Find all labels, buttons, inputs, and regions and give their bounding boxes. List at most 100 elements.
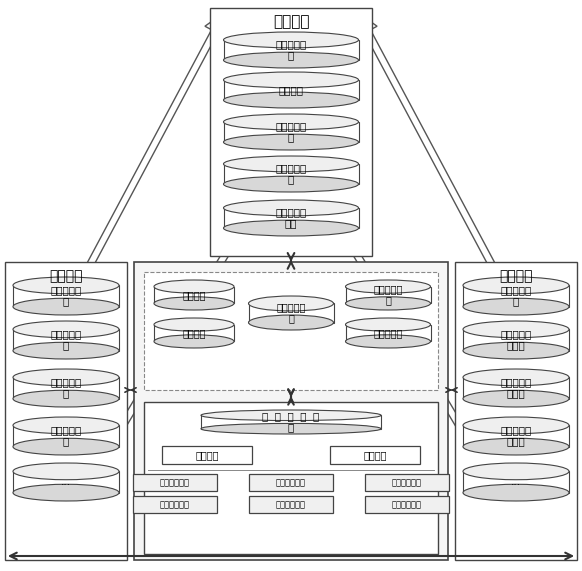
Ellipse shape <box>249 315 333 330</box>
Ellipse shape <box>463 369 569 386</box>
Ellipse shape <box>154 297 234 310</box>
Polygon shape <box>60 253 228 530</box>
Text: 线损管理: 线损管理 <box>182 328 206 338</box>
Polygon shape <box>354 253 522 530</box>
Ellipse shape <box>223 32 359 48</box>
Text: 继电保护管
理: 继电保护管 理 <box>275 164 307 184</box>
Text: 故障报修抢
修管理: 故障报修抢 修管理 <box>501 425 531 447</box>
Text: 电网基础档
案管理: 电网基础档 案管理 <box>501 329 531 351</box>
Ellipse shape <box>13 463 119 480</box>
Ellipse shape <box>201 424 381 434</box>
Text: 设备台账管
理: 设备台账管 理 <box>51 425 81 447</box>
Text: ...: ... <box>511 477 521 487</box>
Text: 设备管理: 设备管理 <box>279 85 303 95</box>
Ellipse shape <box>13 417 119 434</box>
Text: 用户用电信息: 用户用电信息 <box>160 500 190 509</box>
Text: 用户电量信
息管理: 用户电量信 息管理 <box>501 377 531 399</box>
Bar <box>13 286 119 307</box>
Ellipse shape <box>463 417 569 434</box>
Text: 统一模型: 统一模型 <box>363 450 387 460</box>
Bar <box>13 471 119 493</box>
Text: 配网模型信息: 配网模型信息 <box>276 478 306 487</box>
Ellipse shape <box>463 484 569 501</box>
Polygon shape <box>87 12 225 267</box>
Ellipse shape <box>223 52 359 68</box>
Ellipse shape <box>13 439 119 455</box>
Bar <box>223 122 359 142</box>
Bar <box>13 377 119 399</box>
Ellipse shape <box>463 439 569 455</box>
Text: 配网运行信息: 配网运行信息 <box>160 478 190 487</box>
Ellipse shape <box>223 72 359 88</box>
Text: 线路运行监
测: 线路运行监 测 <box>373 284 403 305</box>
Ellipse shape <box>13 484 119 501</box>
Ellipse shape <box>346 280 431 293</box>
Bar <box>133 496 217 513</box>
Ellipse shape <box>249 296 333 311</box>
Ellipse shape <box>154 280 234 293</box>
Bar <box>463 377 569 399</box>
Bar <box>13 425 119 447</box>
Text: 电网运行信
息: 电网运行信 息 <box>275 122 307 142</box>
Ellipse shape <box>223 156 359 172</box>
Text: 电网资源管
理: 电网资源管 理 <box>51 329 81 351</box>
Text: 基础信息管
理: 基础信息管 理 <box>51 286 81 307</box>
Text: 精益调度: 精益调度 <box>182 290 206 300</box>
Text: 数据校验: 数据校验 <box>195 450 219 460</box>
Bar <box>144 272 438 390</box>
Ellipse shape <box>346 335 431 348</box>
Text: 统  一  访  问  接
口: 统 一 访 问 接 口 <box>262 412 320 432</box>
Ellipse shape <box>223 114 359 130</box>
Ellipse shape <box>223 176 359 192</box>
Bar <box>5 262 127 560</box>
Bar <box>249 496 333 513</box>
Text: 停电通知管
理: 停电通知管 理 <box>51 377 81 399</box>
Ellipse shape <box>13 298 119 315</box>
Text: 低电压管理: 低电压管理 <box>373 328 403 338</box>
Bar <box>133 474 217 491</box>
Bar <box>463 286 569 307</box>
Ellipse shape <box>13 321 119 337</box>
Text: 停电信息管
理: 停电信息管 理 <box>501 286 531 307</box>
Bar <box>201 415 381 429</box>
Bar <box>210 8 372 256</box>
Ellipse shape <box>154 318 234 331</box>
Bar <box>463 425 569 447</box>
Ellipse shape <box>223 200 359 216</box>
Bar <box>330 446 420 464</box>
Bar <box>455 262 577 560</box>
Ellipse shape <box>13 391 119 407</box>
Bar <box>13 329 119 351</box>
Bar <box>223 208 359 228</box>
Ellipse shape <box>13 369 119 386</box>
Ellipse shape <box>154 335 234 348</box>
Bar <box>154 324 234 341</box>
Bar <box>463 471 569 493</box>
Ellipse shape <box>223 92 359 108</box>
Text: 营销系统: 营销系统 <box>499 269 533 283</box>
Text: 调度自动化
管理: 调度自动化 管理 <box>275 208 307 228</box>
Ellipse shape <box>463 391 569 407</box>
Bar <box>365 474 449 491</box>
Bar <box>463 329 569 351</box>
Bar <box>223 164 359 184</box>
Ellipse shape <box>201 410 381 421</box>
Bar <box>223 80 359 100</box>
Text: 设备地理信息: 设备地理信息 <box>276 500 306 509</box>
Ellipse shape <box>223 134 359 150</box>
Bar <box>144 402 438 554</box>
Bar <box>346 287 431 303</box>
Ellipse shape <box>463 463 569 480</box>
Bar <box>365 496 449 513</box>
Ellipse shape <box>13 277 119 293</box>
Text: 基础信息管
理: 基础信息管 理 <box>275 39 307 61</box>
Bar <box>223 40 359 60</box>
Text: 台区运行管
理: 台区运行管 理 <box>276 303 306 323</box>
Text: 生产系统: 生产系统 <box>49 269 83 283</box>
Bar <box>249 474 333 491</box>
Ellipse shape <box>346 318 431 331</box>
Ellipse shape <box>463 342 569 359</box>
Bar <box>134 262 448 560</box>
Bar <box>346 324 431 341</box>
Text: ...: ... <box>61 477 71 487</box>
